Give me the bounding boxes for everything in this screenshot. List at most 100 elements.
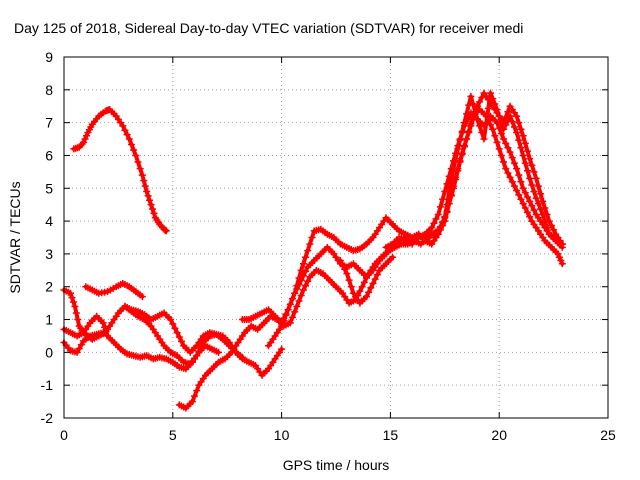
data-point-marker [521, 159, 529, 167]
data-point-marker [280, 314, 288, 322]
data-point-marker [495, 112, 503, 120]
data-point-marker [101, 323, 109, 331]
data-point-marker [489, 95, 497, 103]
data-point-marker [521, 189, 529, 197]
data-point-marker [171, 324, 179, 332]
y-tick-label: 1 [45, 312, 53, 328]
data-point-marker [469, 100, 477, 108]
data-point-marker [373, 271, 381, 279]
data-point-marker [389, 253, 397, 261]
data-point-marker [288, 313, 296, 321]
data-point-marker [148, 205, 156, 213]
data-point-marker [291, 308, 299, 316]
data-point-marker [506, 173, 514, 181]
data-point-marker [497, 130, 505, 138]
data-point-marker [506, 112, 514, 120]
data-point-marker [452, 155, 460, 163]
data-point-marker [75, 345, 83, 353]
data-point-marker [463, 110, 471, 118]
data-point-marker [526, 174, 534, 182]
data-point-marker [539, 211, 547, 219]
data-point-marker [436, 203, 444, 211]
data-point-marker [175, 333, 183, 341]
data-point-marker [77, 341, 85, 349]
data-point-marker [523, 167, 531, 175]
data-point-marker [286, 319, 294, 327]
data-point-marker [127, 141, 135, 149]
data-point-marker [508, 154, 516, 162]
data-point-marker [513, 128, 521, 136]
data-point-marker [530, 206, 538, 214]
data-point-marker [436, 223, 444, 231]
data-point-marker [439, 195, 447, 203]
data-point-marker [302, 267, 310, 275]
data-point-marker [491, 100, 499, 108]
data-point-marker [532, 174, 540, 182]
data-point-marker [526, 213, 534, 221]
data-point-marker [530, 188, 538, 196]
data-point-marker [68, 294, 76, 302]
data-point-marker [140, 177, 148, 185]
data-point-marker [288, 295, 296, 303]
data-point-marker [214, 348, 222, 356]
data-point-marker [508, 178, 516, 186]
data-point-marker [532, 194, 540, 202]
data-point-marker [471, 108, 479, 116]
data-point-marker [343, 270, 351, 278]
data-point-marker [123, 131, 131, 139]
data-point-marker [526, 197, 534, 205]
data-point-marker [304, 247, 312, 255]
series-satellite-k [336, 253, 397, 307]
data-point-marker [541, 204, 549, 212]
data-point-marker [463, 135, 471, 143]
x-tick-label: 15 [383, 427, 399, 443]
data-point-marker [347, 283, 355, 291]
data-point-marker [434, 211, 442, 219]
data-point-marker [278, 319, 286, 327]
data-point-marker [557, 256, 565, 264]
data-point-marker [81, 135, 89, 143]
data-point-marker [502, 165, 510, 173]
y-tick-label: -2 [41, 410, 54, 426]
data-point-marker [430, 219, 438, 227]
data-point-marker [99, 329, 107, 337]
data-point-marker [497, 119, 505, 127]
data-point-marker [80, 138, 88, 146]
data-point-marker [454, 145, 462, 153]
data-point-marker [508, 118, 516, 126]
data-point-marker [341, 265, 349, 273]
data-point-marker [358, 283, 366, 291]
data-point-marker [558, 240, 566, 248]
data-point-marker [528, 181, 536, 189]
data-point-marker [147, 201, 155, 209]
data-point-marker [456, 157, 464, 165]
data-point-marker [434, 227, 442, 235]
data-point-marker [74, 316, 82, 324]
y-tick-label: -1 [41, 377, 54, 393]
y-tick-label: 4 [45, 213, 53, 229]
data-point-marker [82, 132, 90, 140]
data-point-marker [500, 158, 508, 166]
data-point-marker [371, 275, 379, 283]
data-point-marker [534, 200, 542, 208]
data-point-marker [510, 182, 518, 190]
data-point-marker [513, 165, 521, 173]
data-point-marker [121, 126, 129, 134]
data-point-marker [478, 128, 486, 136]
data-point-marker [510, 123, 518, 131]
data-point-marker [484, 104, 492, 112]
data-point-marker [491, 132, 499, 140]
data-point-marker [506, 148, 514, 156]
series-satellite-a [70, 106, 170, 235]
data-point-marker [460, 119, 468, 127]
data-point-marker [500, 135, 508, 143]
data-series [60, 89, 566, 412]
data-point-marker [476, 98, 484, 106]
data-point-marker [365, 288, 373, 296]
data-point-marker [428, 224, 436, 232]
data-point-marker [297, 266, 305, 274]
data-point-marker [441, 214, 449, 222]
chart-title: Day 125 of 2018, Sidereal Day-to-day VTE… [14, 20, 523, 36]
data-point-marker [304, 277, 312, 285]
plot-frame [63, 56, 609, 419]
